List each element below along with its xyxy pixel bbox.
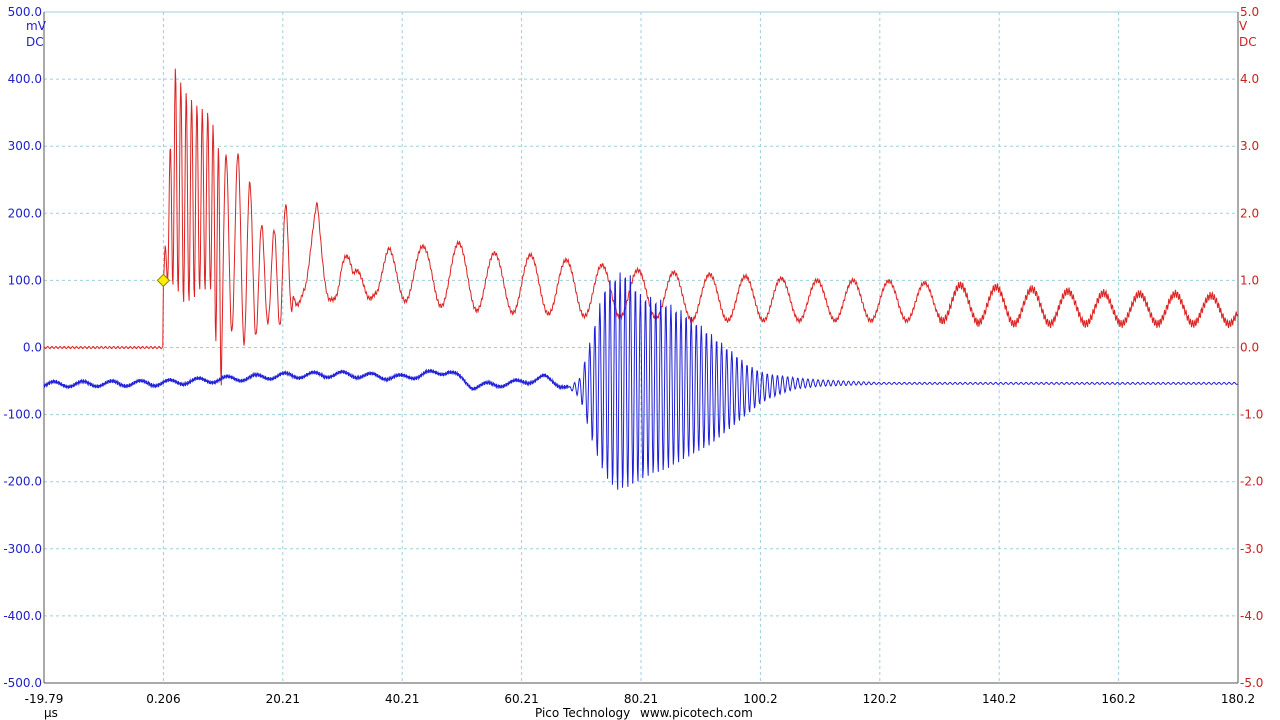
right-tick-label: 1.0 [1240, 273, 1259, 287]
trigger-diamond-icon[interactable] [156, 273, 171, 288]
x-tick-label: 20.21 [266, 692, 300, 706]
x-tick-label: 180.2 [1221, 692, 1255, 706]
right-tick-label: 5.0 [1240, 5, 1259, 19]
right-tick-label: -5.0 [1240, 676, 1263, 690]
right-tick-label: -1.0 [1240, 408, 1263, 422]
right-tick-label: -3.0 [1240, 542, 1263, 556]
right-axis-coupling: DC [1239, 35, 1257, 49]
left-axis-ticks: 500.0 400.0 300.0 200.0 100.0 0.0 -100.0 -200.0… [3, 5, 42, 690]
left-tick-label: -100.0 [3, 408, 42, 422]
footer-website[interactable]: www.picotech.com [640, 706, 753, 720]
x-tick-label: 40.21 [385, 692, 419, 706]
channel-b-trace [43, 68, 1238, 386]
right-tick-label: -4.0 [1240, 609, 1263, 623]
trigger-marker[interactable] [156, 273, 171, 288]
left-axis-unit: mV [26, 19, 47, 33]
right-axis-unit: V [1239, 19, 1248, 33]
x-tick-label: -19.79 [25, 692, 64, 706]
right-tick-label: 2.0 [1240, 206, 1259, 220]
x-axis-unit: µs [44, 706, 58, 720]
left-tick-label: -500.0 [3, 676, 42, 690]
x-tick-label: 100.2 [743, 692, 777, 706]
left-tick-label: 500.0 [8, 5, 42, 19]
left-tick-label: 300.0 [8, 139, 42, 153]
left-axis-coupling: DC [26, 35, 44, 49]
left-tick-label: 0.0 [23, 341, 42, 355]
channel-b-waveform [43, 68, 1238, 386]
left-tick-label: -400.0 [3, 609, 42, 623]
grid [43, 11, 1239, 684]
left-tick-label: 400.0 [8, 72, 42, 86]
left-tick-label: 100.0 [8, 273, 42, 287]
right-tick-label: 0.0 [1240, 341, 1259, 355]
channel-a-trace [43, 272, 1238, 490]
x-tick-label: 160.2 [1101, 692, 1135, 706]
right-tick-label: 4.0 [1240, 72, 1259, 86]
footer-vendor: Pico Technology [535, 706, 630, 720]
right-tick-label: 3.0 [1240, 139, 1259, 153]
x-tick-label: 120.2 [863, 692, 897, 706]
left-tick-label: 200.0 [8, 206, 42, 220]
x-tick-label: 80.21 [624, 692, 658, 706]
x-tick-label: 60.21 [504, 692, 538, 706]
left-tick-label: -300.0 [3, 542, 42, 556]
right-tick-label: -2.0 [1240, 475, 1263, 489]
x-tick-label: 0.206 [146, 692, 180, 706]
right-axis-ticks: 5.0 4.0 3.0 2.0 1.0 0.0 -1.0 -2.0 -3.0 -4.0 -5.0 [1240, 5, 1263, 690]
channel-a-waveform [43, 272, 1238, 490]
left-tick-label: -200.0 [3, 475, 42, 489]
x-tick-label: 140.2 [982, 692, 1016, 706]
x-axis-ticks: -19.79 0.206 20.21 40.21 60.21 80.21 100.2 120.… [25, 692, 1256, 706]
